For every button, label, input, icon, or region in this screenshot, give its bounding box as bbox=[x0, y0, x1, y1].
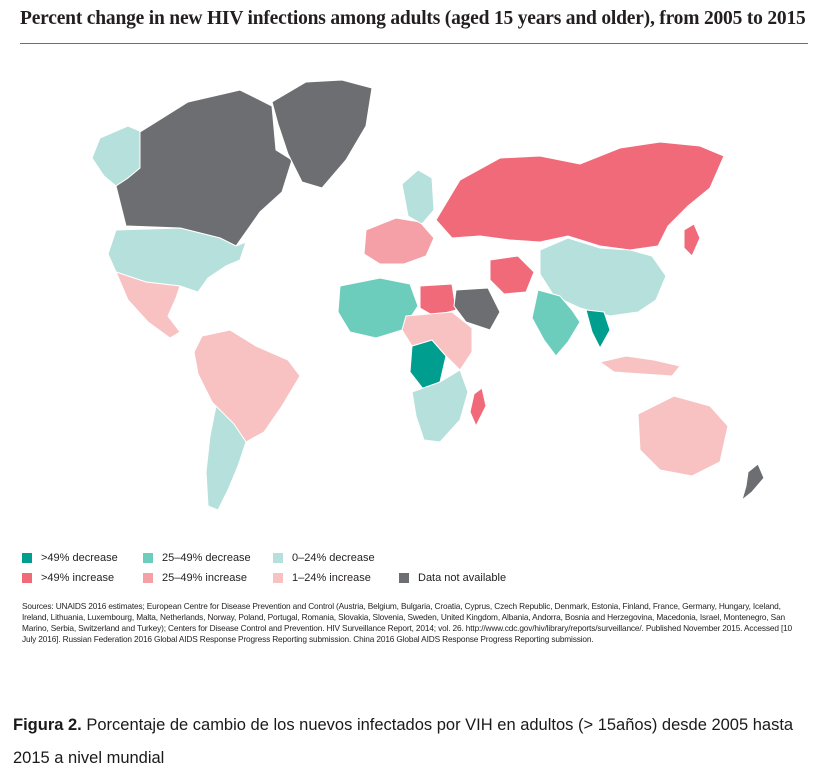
region-iran bbox=[489, 255, 535, 295]
legend-item: 25–49% increase bbox=[143, 572, 247, 584]
region-africa-south bbox=[411, 369, 469, 443]
legend-label: 25–49% decrease bbox=[162, 552, 251, 564]
region-africa-central bbox=[401, 311, 473, 371]
legend-label: >49% decrease bbox=[41, 552, 118, 564]
region-madagascar bbox=[469, 387, 487, 428]
region-australia bbox=[637, 395, 729, 477]
legend-item: >49% decrease bbox=[22, 552, 118, 564]
legend-swatch bbox=[143, 553, 153, 563]
region-canada bbox=[115, 89, 293, 247]
legend-label: 25–49% increase bbox=[162, 572, 248, 584]
legend-label: Data not available bbox=[418, 572, 507, 584]
legend-item: Data not available bbox=[399, 572, 506, 584]
sources-note: Sources: UNAIDS 2016 estimates; European… bbox=[22, 601, 793, 644]
legend-swatch bbox=[399, 573, 409, 583]
legend-swatch bbox=[22, 573, 32, 583]
region-japan bbox=[683, 223, 701, 257]
region-egypt bbox=[419, 283, 457, 317]
region-saudi-arabia bbox=[453, 287, 501, 331]
title-divider bbox=[20, 43, 808, 44]
region-brazil bbox=[193, 329, 301, 443]
legend-label: 0–24% decrease bbox=[292, 552, 375, 564]
region-argentina bbox=[205, 404, 247, 511]
figure-caption: Figura 2. Porcentaje de cambio de los nu… bbox=[13, 709, 813, 775]
world-map bbox=[91, 79, 765, 511]
region-greenland bbox=[271, 79, 373, 189]
legend-swatch bbox=[273, 553, 283, 563]
region-europe-west bbox=[363, 217, 435, 265]
region-indonesia bbox=[598, 355, 681, 377]
region-mexico bbox=[115, 271, 181, 339]
legend-label: 1–24% increase bbox=[292, 572, 371, 584]
legend-item: 0–24% decrease bbox=[273, 552, 375, 564]
chart-title: Percent change in new HIV infections amo… bbox=[20, 8, 806, 29]
region-thailand bbox=[585, 309, 611, 350]
caption-label: Figura 2. bbox=[13, 716, 82, 734]
legend-item: 25–49% decrease bbox=[143, 552, 251, 564]
caption-text: Porcentaje de cambio de los nuevos infec… bbox=[13, 716, 794, 767]
map-legend: >49% decrease 25–49% decrease 0–24% decr… bbox=[22, 552, 542, 588]
region-russia bbox=[435, 141, 725, 251]
legend-item: >49% increase bbox=[22, 572, 114, 584]
legend-item: 1–24% increase bbox=[273, 572, 371, 584]
legend-swatch bbox=[22, 553, 32, 563]
legend-swatch bbox=[273, 573, 283, 583]
region-india bbox=[531, 289, 581, 357]
legend-label: >49% increase bbox=[41, 572, 115, 584]
legend-swatch bbox=[143, 573, 153, 583]
region-scandinavia bbox=[401, 169, 435, 225]
region-new-zealand bbox=[741, 463, 765, 502]
